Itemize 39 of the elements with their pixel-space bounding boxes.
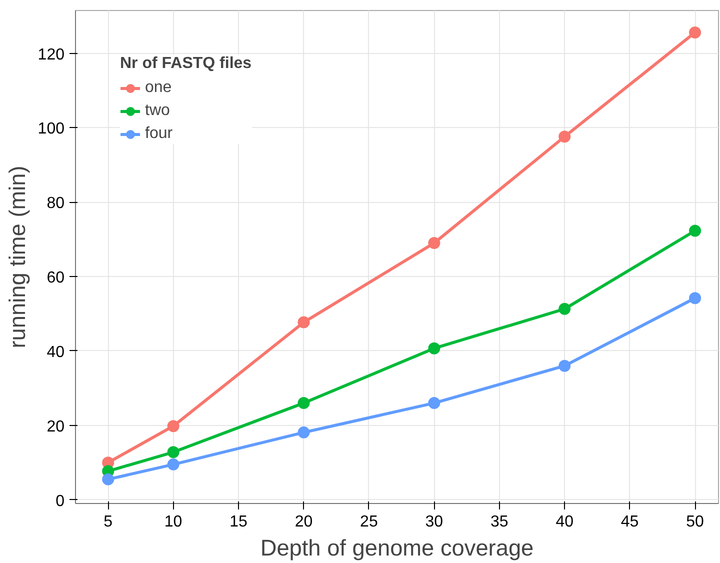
point <box>558 302 571 315</box>
x-tick-label: 20 <box>294 514 313 530</box>
x-tick-label: 40 <box>556 514 574 530</box>
point <box>298 426 310 438</box>
point <box>428 237 440 250</box>
y-tick-label: 100 <box>38 120 65 138</box>
point <box>298 316 310 328</box>
y-tick-label: 0 <box>56 492 65 510</box>
point <box>428 342 440 354</box>
x-tick-label: 45 <box>620 514 639 530</box>
point <box>167 446 180 458</box>
point <box>689 26 702 38</box>
x-tick-label: 50 <box>686 514 704 530</box>
y-tick-label: 80 <box>46 195 65 212</box>
point <box>689 292 702 304</box>
point <box>689 224 702 237</box>
x-tick-label: 10 <box>164 514 182 530</box>
x-tick-label: 30 <box>425 514 444 530</box>
point <box>102 473 114 486</box>
y-tick-label: 60 <box>46 270 65 287</box>
point <box>167 458 180 470</box>
x-tick-label: 35 <box>490 514 508 530</box>
legend-label: four <box>145 125 173 143</box>
y-tick-label: 40 <box>46 344 65 361</box>
x-tick-label: 25 <box>360 514 378 530</box>
point <box>298 397 310 410</box>
point <box>558 130 571 143</box>
legend-label: one <box>145 79 172 97</box>
legend-label: two <box>145 102 170 120</box>
point <box>167 420 180 432</box>
y-axis-title: running time (min) <box>4 166 30 348</box>
y-tick-label: 20 <box>46 418 65 436</box>
point <box>428 397 440 410</box>
legend-title: Nr of FASTQ files <box>120 55 252 73</box>
x-tick-label: 15 <box>230 514 248 530</box>
y-tick-label: 120 <box>38 46 65 64</box>
point <box>558 360 571 372</box>
x-tick-label: 5 <box>104 514 113 530</box>
x-axis-title: Depth of genome coverage <box>260 534 534 560</box>
